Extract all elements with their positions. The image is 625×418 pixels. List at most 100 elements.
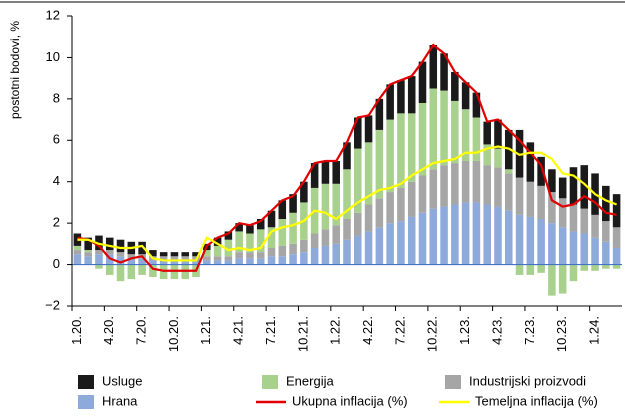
- bar-segment: [558, 198, 567, 228]
- bar-segment: [289, 243, 297, 255]
- bar-segment: [192, 260, 200, 265]
- bar-segment: [246, 258, 254, 265]
- bar-segment: [105, 264, 114, 275]
- bar-segment: [354, 148, 362, 213]
- bar-segment: [515, 177, 524, 215]
- x-tick-label: 10.23.: [554, 316, 569, 352]
- bar-segment: [483, 204, 491, 265]
- bar-segment: [278, 219, 287, 246]
- bar-segment: [375, 129, 384, 199]
- bar-segment: [149, 250, 157, 257]
- bar-segment: [386, 223, 394, 265]
- bar-segment: [494, 167, 502, 207]
- bar-segment: [95, 250, 103, 255]
- y-tick-label: 12: [46, 7, 60, 22]
- bar-segment: [602, 241, 610, 265]
- bar-segment: [504, 210, 513, 265]
- bar-segment: [418, 103, 427, 176]
- bar-segment: [461, 82, 470, 110]
- bar-segment: [203, 260, 211, 265]
- bar-segment: [73, 245, 82, 251]
- x-tick-label: 7.23.: [522, 316, 537, 345]
- bar-segment: [127, 254, 136, 259]
- bar-segment: [105, 250, 114, 255]
- bar-segment: [267, 227, 276, 248]
- bar-segment: [440, 53, 448, 91]
- bar-segment: [73, 250, 82, 255]
- bar-segment: [451, 163, 459, 205]
- bar-segment: [504, 169, 513, 174]
- bar-segment: [526, 216, 535, 265]
- bar-segment: [235, 223, 243, 232]
- bar-segment: [407, 113, 416, 182]
- bar-segment: [451, 100, 459, 164]
- bar-segment: [289, 212, 297, 244]
- x-tick-label: 10.20.: [166, 316, 181, 352]
- x-tick-label: 10.21.: [295, 316, 310, 352]
- line-series: [77, 43, 617, 272]
- bar-segment: [310, 163, 319, 188]
- legend-label: Temeljna inflacija (%): [475, 393, 598, 408]
- x-tick-label: 7.20.: [134, 316, 149, 345]
- bar-segment: [591, 214, 599, 238]
- bar-segment: [310, 233, 319, 248]
- bar-segment: [602, 221, 610, 242]
- legend-swatch: [445, 375, 461, 389]
- bar-segment: [181, 252, 190, 257]
- bar-segment: [213, 256, 222, 261]
- bar-segment: [84, 250, 92, 253]
- bar-segment: [159, 256, 168, 261]
- y-tick-label: 0: [53, 256, 60, 271]
- x-tick-label: 10.22.: [425, 316, 440, 352]
- bar-segment: [494, 119, 502, 149]
- bar-segment: [494, 206, 502, 265]
- bar-segment: [537, 264, 545, 273]
- x-tick-label: 7.21.: [263, 316, 278, 345]
- bar-segment: [127, 258, 136, 265]
- bar-segment: [418, 175, 427, 213]
- bar-segment: [472, 202, 481, 265]
- bar-segment: [429, 169, 438, 209]
- bar-segment: [224, 260, 233, 265]
- bar-segment: [602, 264, 610, 269]
- bar-segment: [321, 161, 330, 184]
- bar-segment: [386, 192, 394, 224]
- bar-segment: [289, 254, 297, 265]
- bar-segment: [375, 98, 384, 130]
- bar-segment: [558, 177, 567, 199]
- bar-segment: [321, 245, 330, 265]
- bar-segment: [300, 181, 308, 203]
- bar-segment: [364, 142, 373, 205]
- bar-segment: [84, 237, 92, 251]
- bar-segment: [170, 256, 179, 261]
- bar-segment: [526, 181, 535, 217]
- bar-segment: [364, 231, 373, 265]
- bar-segment: [256, 229, 265, 253]
- bar-segment: [612, 248, 621, 265]
- bar-segment: [95, 264, 103, 269]
- bar-segment: [440, 90, 448, 166]
- bar-segment: [407, 216, 416, 265]
- bar-segment: [612, 194, 621, 228]
- bar-segment: [149, 264, 157, 277]
- bar-segment: [386, 119, 394, 193]
- x-tick-label: 4.23.: [489, 316, 504, 345]
- bar-segment: [602, 185, 610, 222]
- bar-segment: [267, 256, 276, 265]
- y-tick-label: 2: [53, 215, 60, 230]
- bar-segment: [300, 239, 308, 253]
- x-tick-label: 1.23.: [457, 316, 472, 345]
- bar-segment: [537, 156, 545, 186]
- bar-segment: [246, 252, 254, 259]
- bar-segment: [483, 165, 491, 205]
- bar-segment: [138, 264, 146, 275]
- bar-segment: [397, 221, 405, 265]
- bar-segment: [170, 252, 179, 257]
- bar-segment: [213, 237, 222, 246]
- legend-swatch: [78, 395, 94, 409]
- legend-label: Energija: [286, 373, 334, 388]
- x-tick-label: 1.22.: [328, 316, 343, 345]
- bar-segment: [418, 212, 427, 265]
- bar-segment: [170, 260, 179, 265]
- bar-segment: [159, 252, 168, 257]
